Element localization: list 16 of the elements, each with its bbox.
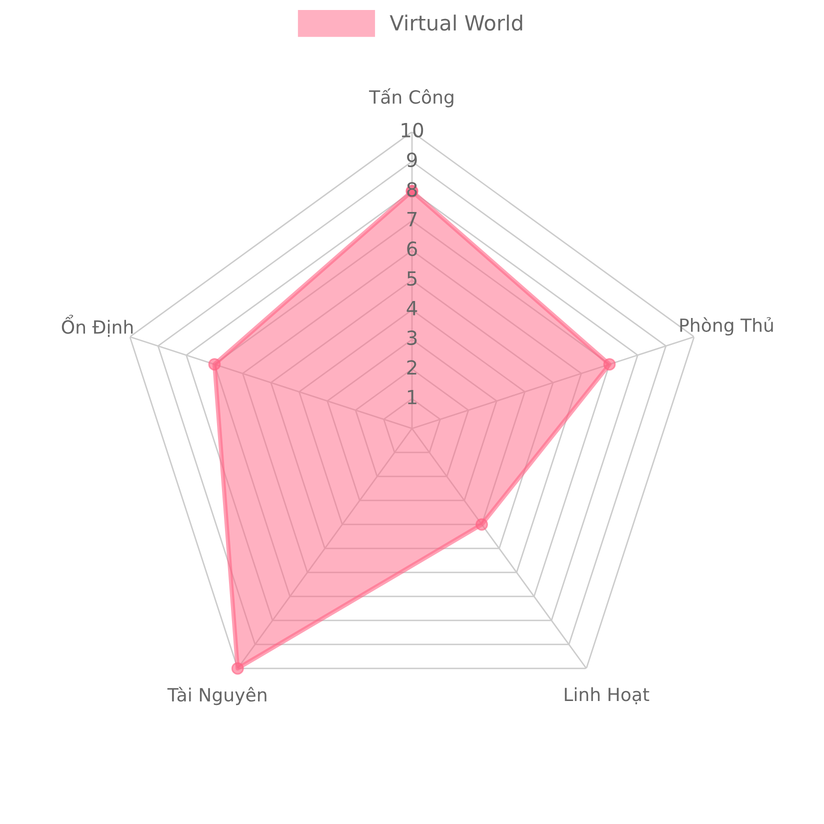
y-tick-label: 8 (407, 182, 417, 197)
y-tick-label: 4 (406, 301, 418, 316)
legend-label: Virtual World (390, 14, 522, 31)
y-tick-label: 3 (407, 330, 417, 346)
spoke-label: Ổn Định (62, 314, 133, 337)
spoke-label: Linh Hoạt (564, 687, 650, 704)
y-tick-label: 2 (407, 360, 416, 375)
y-tick-label: 7 (407, 212, 417, 226)
y-tick-label: 10 (402, 122, 424, 138)
y-tick-label: 9 (407, 152, 417, 168)
y-tick-label: 5 (407, 271, 416, 286)
spoke-label: Phòng Thủ (680, 317, 773, 336)
spoke-label: Tài Nguyên (167, 686, 266, 706)
y-tick-label: 1 (408, 390, 416, 404)
spoke-label: Tấn Công (369, 88, 454, 108)
y-tick-label: 6 (407, 241, 417, 256)
